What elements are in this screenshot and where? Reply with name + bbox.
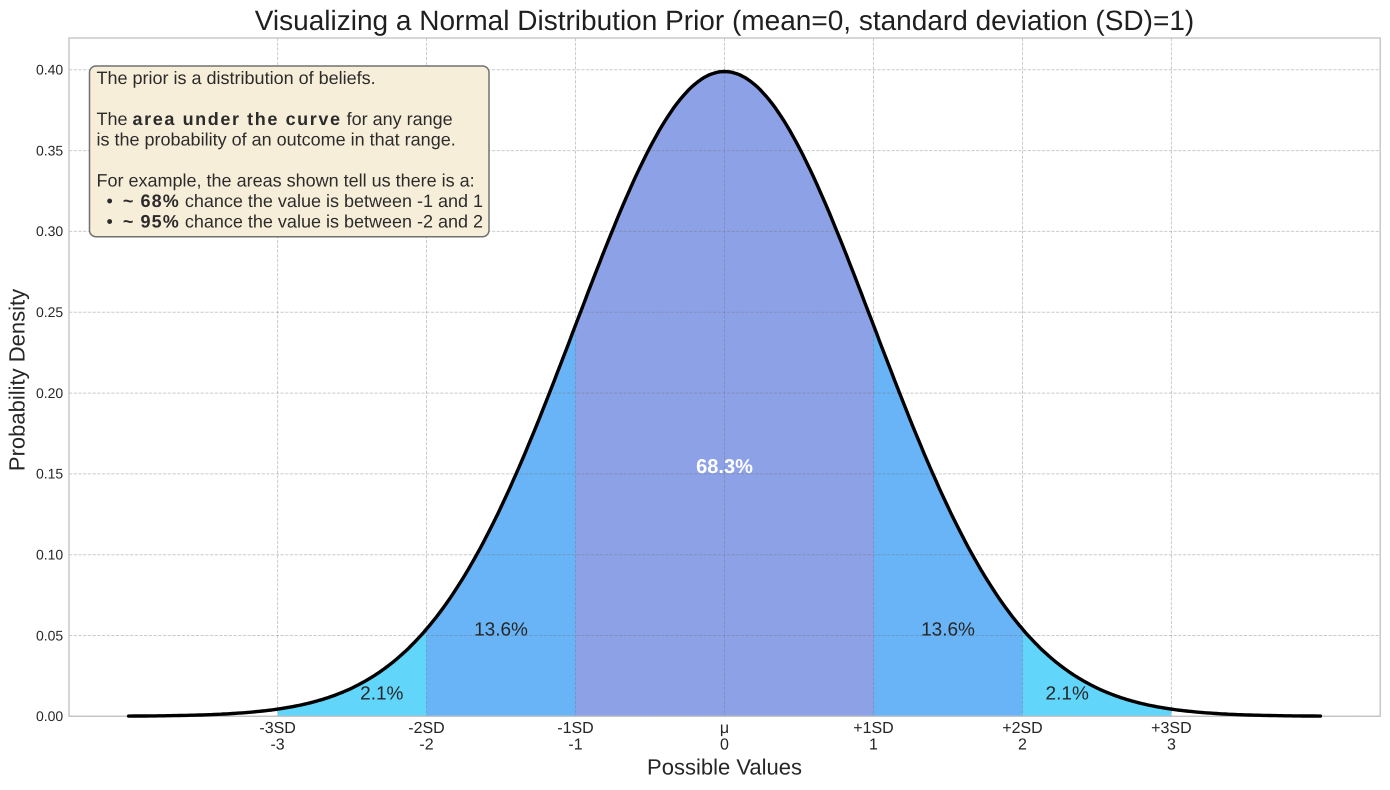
svg-text:0.05: 0.05 xyxy=(36,627,63,643)
svg-text:13.6%: 13.6% xyxy=(474,619,528,640)
svg-text:-1: -1 xyxy=(568,736,582,753)
svg-text:0.25: 0.25 xyxy=(36,304,63,320)
svg-text:3: 3 xyxy=(1167,736,1176,753)
svg-text:Visualizing a Normal Distribut: Visualizing a Normal Distribution Prior … xyxy=(255,5,1194,36)
svg-text:-3: -3 xyxy=(270,736,284,753)
svg-text:0: 0 xyxy=(720,736,729,753)
svg-text:1: 1 xyxy=(869,736,878,753)
svg-text:2: 2 xyxy=(1018,736,1027,753)
svg-text:-2: -2 xyxy=(419,736,433,753)
svg-text:-1SD: -1SD xyxy=(557,720,593,737)
svg-text:The area under the curve for a: The area under the curve for any range xyxy=(97,109,453,129)
svg-text:+2SD: +2SD xyxy=(1002,720,1042,737)
svg-text:13.6%: 13.6% xyxy=(921,619,975,640)
svg-text:+1SD: +1SD xyxy=(853,720,893,737)
svg-text:2.1%: 2.1% xyxy=(1046,684,1089,705)
svg-text:-2SD: -2SD xyxy=(408,720,444,737)
svg-text:• ~ 68% chance the value is b: • ~ 68% chance the value is between -1 a… xyxy=(97,191,484,211)
svg-text:0.00: 0.00 xyxy=(36,708,63,724)
svg-text:is the probability of an outco: is the probability of an outcome in that… xyxy=(97,130,456,150)
svg-text:0.30: 0.30 xyxy=(36,223,63,239)
svg-text:68.3%: 68.3% xyxy=(696,456,753,478)
svg-text:• ~ 95% chance the value is b: • ~ 95% chance the value is between -2 a… xyxy=(97,212,484,232)
svg-text:+3SD: +3SD xyxy=(1151,720,1191,737)
svg-text:2.1%: 2.1% xyxy=(360,684,403,705)
svg-text:The prior is a distribution of: The prior is a distribution of beliefs. xyxy=(97,68,376,88)
svg-text:0.10: 0.10 xyxy=(36,547,63,563)
svg-text:Probability Density: Probability Density xyxy=(4,289,29,471)
svg-text:-3SD: -3SD xyxy=(259,720,295,737)
svg-text:0.20: 0.20 xyxy=(36,385,63,401)
svg-text:For example, the areas shown t: For example, the areas shown tell us the… xyxy=(97,171,475,191)
svg-text:0.40: 0.40 xyxy=(36,62,63,78)
svg-text:0.15: 0.15 xyxy=(36,466,63,482)
svg-text:μ: μ xyxy=(720,720,729,737)
svg-text:0.35: 0.35 xyxy=(36,142,63,158)
svg-text:Possible Values: Possible Values xyxy=(647,755,802,780)
